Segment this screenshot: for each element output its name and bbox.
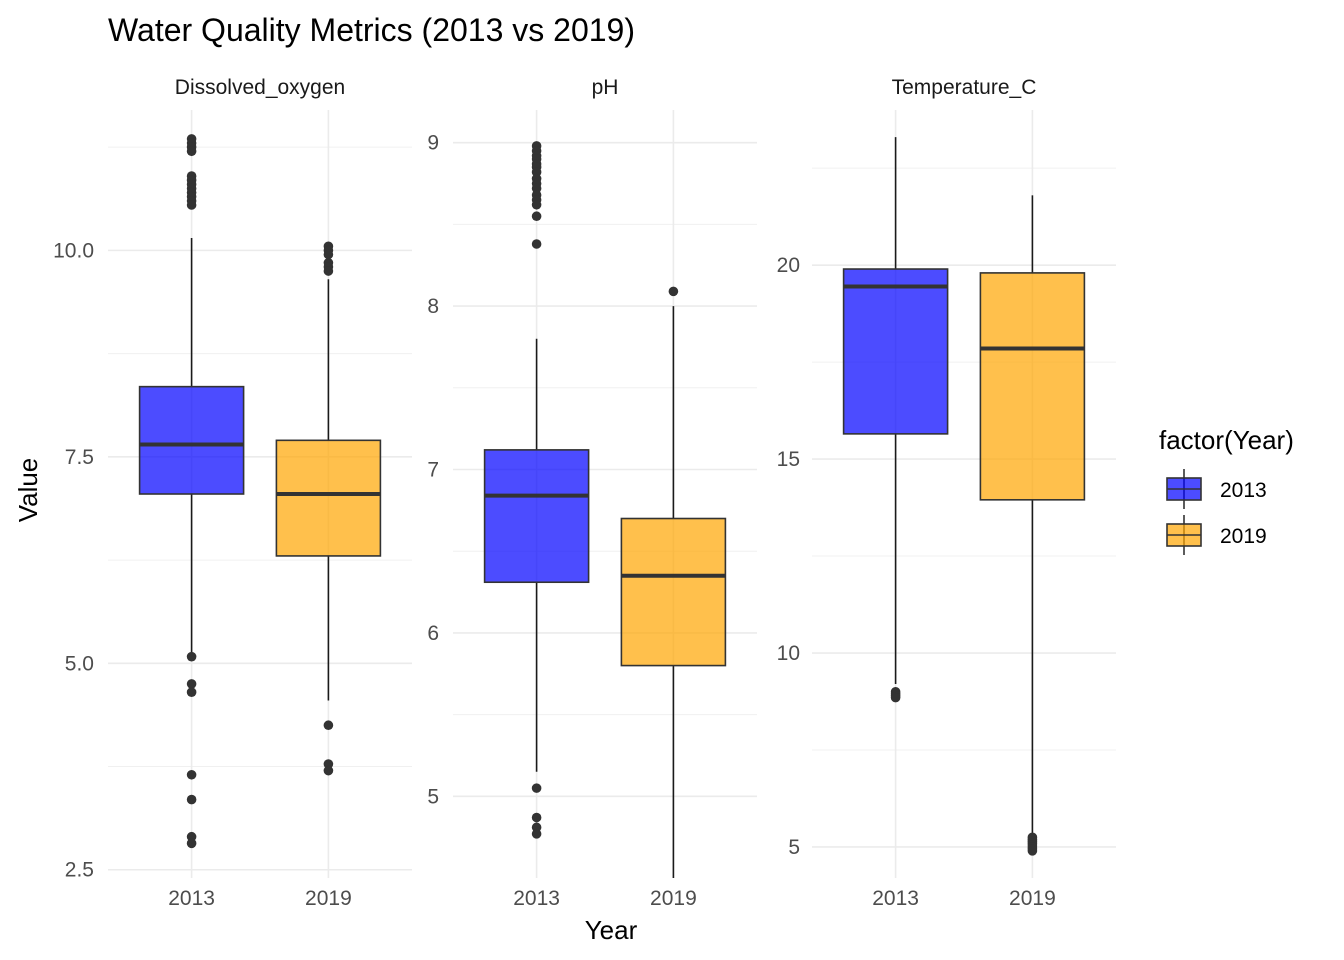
outlier-point <box>531 783 542 793</box>
legend: factor(Year) 2013 2019 <box>1159 425 1294 555</box>
outlier-point <box>323 249 334 260</box>
y-tick-label: 8 <box>427 295 439 318</box>
x-tick-label: 2019 <box>650 887 697 910</box>
facet-temperature-c: 5 10 15 20 Temperature_C 2013 2019 <box>777 76 1116 910</box>
x-tick-label: 2019 <box>1009 887 1056 910</box>
boxplot-2019 <box>620 286 727 878</box>
y-tick-label: 9 <box>427 132 439 155</box>
outlier-point <box>323 765 334 776</box>
legend-key-2013: 2013 <box>1166 469 1267 509</box>
outlier-point <box>531 829 542 839</box>
boxplot-2013 <box>483 141 590 839</box>
facet-ph: 5 6 7 8 9 pH 2013 2019 <box>427 76 757 910</box>
y-tick-label: 5 <box>788 836 800 859</box>
boxplot-2019 <box>275 241 382 776</box>
box <box>842 268 949 435</box>
y-tick-label: 20 <box>777 254 800 277</box>
y-tick-label: 5.0 <box>65 652 94 675</box>
legend-label: 2013 <box>1220 479 1267 502</box>
y-tick-label: 10.0 <box>53 239 94 262</box>
x-tick-label: 2013 <box>168 887 215 910</box>
outlier-point <box>668 286 679 297</box>
outlier-point <box>186 794 197 805</box>
box <box>483 449 590 584</box>
y-tick-label: 15 <box>777 448 800 471</box>
box <box>275 439 382 557</box>
box <box>979 272 1086 501</box>
outlier-point <box>531 812 542 823</box>
box <box>138 385 245 495</box>
outlier-point <box>323 759 334 769</box>
x-axis-title: Year <box>585 915 638 945</box>
outlier-point <box>186 838 197 849</box>
facet-strip-label: Temperature_C <box>892 76 1037 99</box>
outlier-point <box>1027 846 1038 856</box>
outlier-point <box>186 651 197 662</box>
outlier-point <box>323 266 334 276</box>
y-axis-title: Value <box>13 458 43 523</box>
y-tick-label: 7.5 <box>65 446 94 469</box>
x-tick-label: 2013 <box>872 887 919 910</box>
outlier-point <box>531 199 542 210</box>
outlier-point <box>186 679 197 689</box>
y-tick-label: 7 <box>427 458 439 481</box>
x-tick-label: 2019 <box>305 887 352 910</box>
outlier-point <box>186 769 197 780</box>
facet-strip-label: Dissolved_oxygen <box>175 76 345 99</box>
facet-strip-label: pH <box>592 76 619 99</box>
y-tick-label: 5 <box>427 785 439 808</box>
legend-label: 2019 <box>1220 525 1267 548</box>
outlier-point <box>186 200 197 210</box>
legend-key-2019: 2019 <box>1166 515 1267 555</box>
outlier-point <box>890 692 901 703</box>
facet-panels: 2.5 5.0 7.5 10.0 Dissolved_oxygen 2013 2019 5 6 7… <box>53 76 1116 910</box>
box <box>620 517 727 667</box>
outlier-point <box>186 831 197 842</box>
outlier-point <box>186 687 197 697</box>
boxplot-2013 <box>138 134 245 849</box>
y-tick-label: 10 <box>777 642 800 665</box>
y-tick-label: 6 <box>427 622 439 645</box>
legend-title: factor(Year) <box>1159 425 1294 455</box>
x-tick-label: 2013 <box>513 887 560 910</box>
outlier-point <box>323 720 334 731</box>
chart-title: Water Quality Metrics (2013 vs 2019) <box>108 12 635 48</box>
boxplot-2019 <box>979 195 1086 856</box>
outlier-point <box>186 146 197 157</box>
facet-dissolved-oxygen: 2.5 5.0 7.5 10.0 Dissolved_oxygen 2013 2019 <box>53 76 412 910</box>
outlier-point <box>531 211 542 222</box>
outlier-point <box>531 239 542 249</box>
y-tick-label: 2.5 <box>65 859 94 882</box>
boxplot-2013 <box>842 137 949 703</box>
